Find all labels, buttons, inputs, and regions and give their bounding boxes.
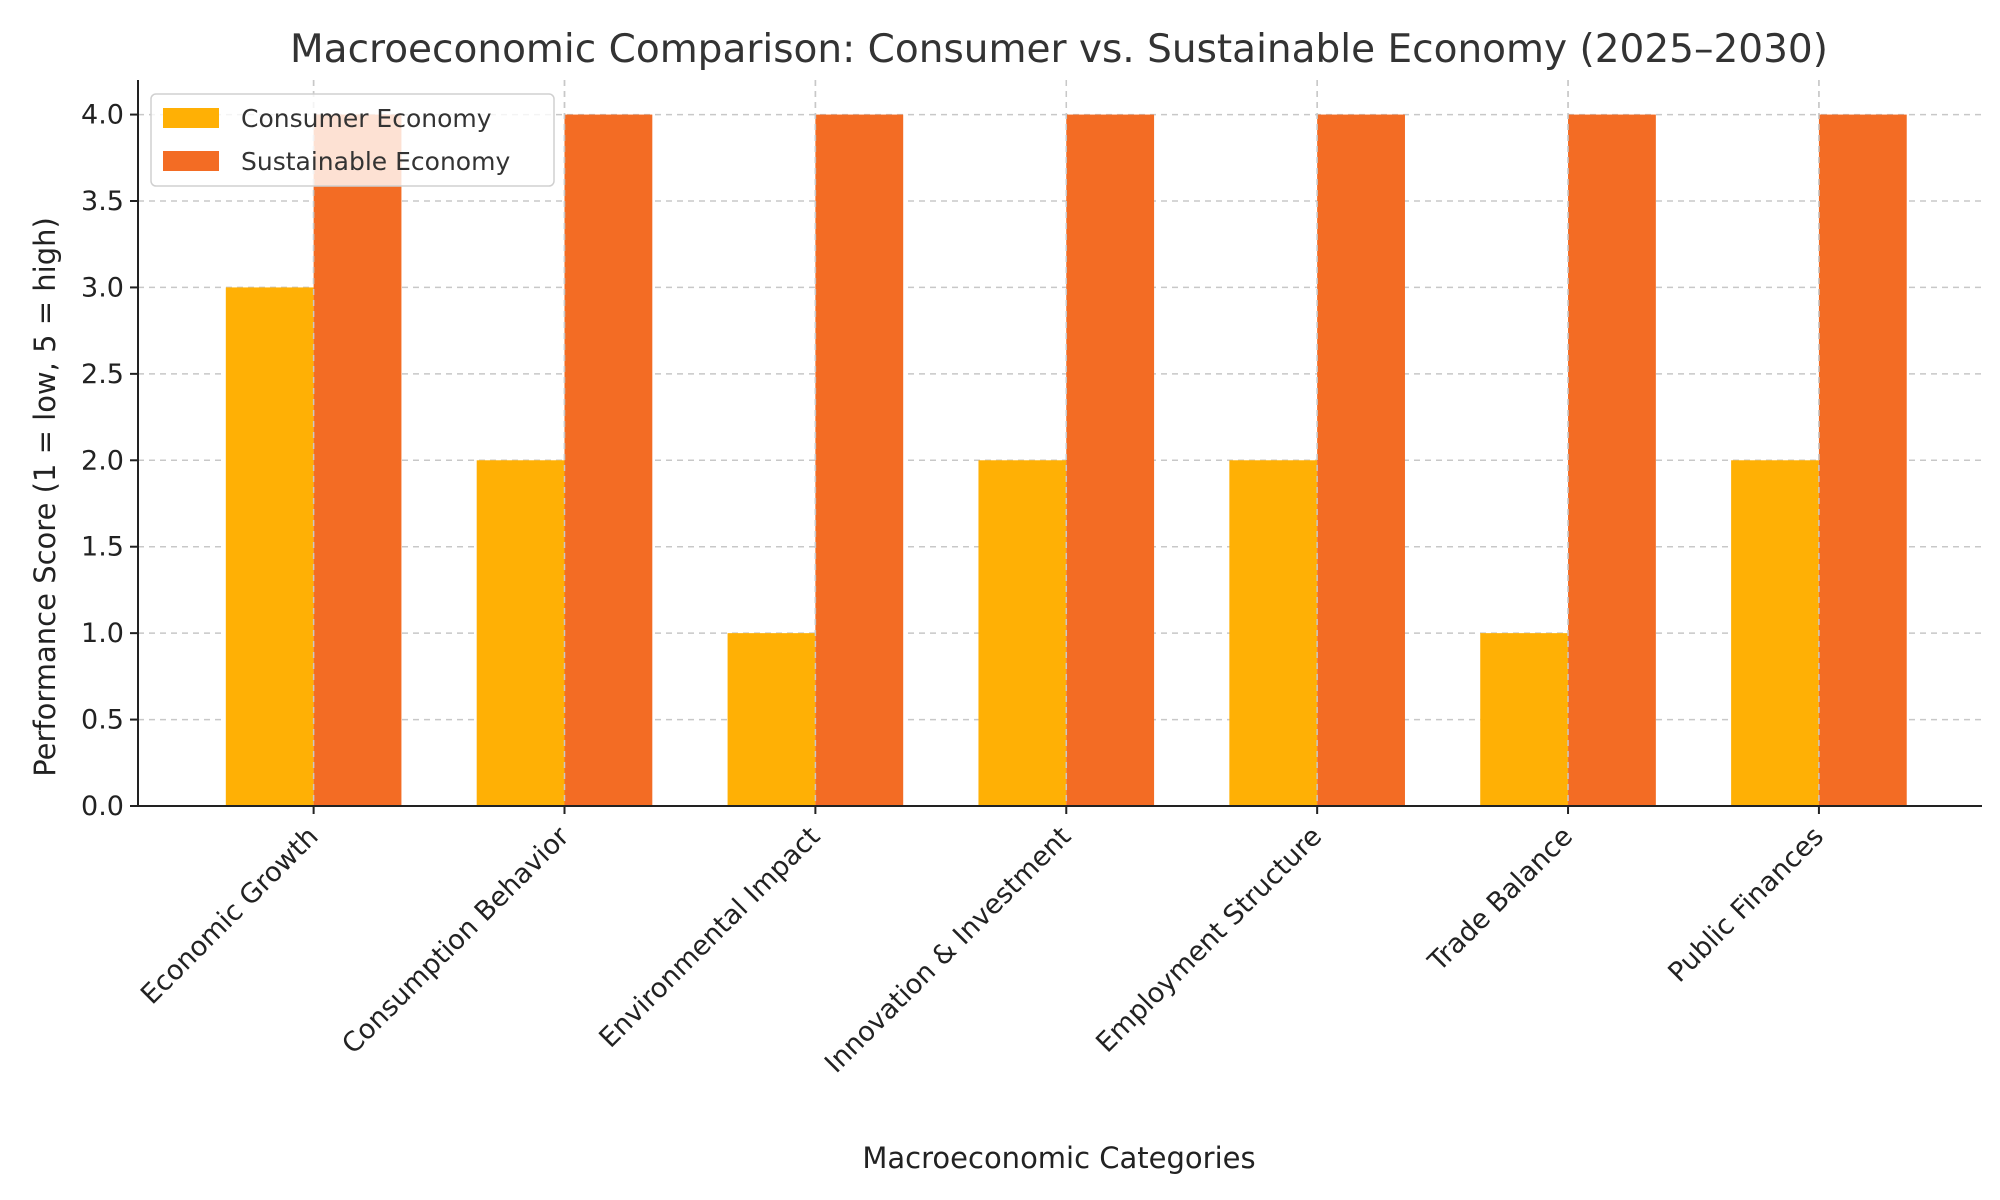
bars-layer	[225, 80, 1907, 807]
x-tick-label: Consumption Behavior	[336, 820, 576, 1060]
chart-title: Macroeconomic Comparison: Consumer vs. S…	[290, 27, 1828, 72]
y-tick-label: 1.5	[81, 532, 124, 563]
legend-swatch-1	[163, 151, 219, 171]
bar-consumer-4	[1229, 460, 1318, 806]
x-tick-label: Innovation & Investment	[819, 821, 1077, 1079]
y-tick-label: 2.5	[81, 359, 124, 390]
y-tick-label: 1.0	[81, 618, 124, 649]
legend-box	[150, 93, 555, 187]
y-tick-label: 2.0	[81, 445, 124, 476]
bar-sustainable-4	[1317, 114, 1405, 807]
bar-consumer-0	[225, 287, 314, 806]
bar-sustainable-1	[564, 114, 653, 807]
x-tick-label: Economic Growth	[135, 821, 325, 1011]
y-tick-label: 3.0	[81, 272, 124, 303]
bar-consumer-2	[727, 633, 816, 806]
x-tick-label: Trade Balance	[1422, 821, 1579, 978]
x-tick-label: Public Finances	[1662, 821, 1829, 988]
bar-consumer-3	[978, 460, 1067, 806]
bar-sustainable-5	[1568, 114, 1656, 807]
y-tick-label: 3.5	[81, 186, 124, 217]
legend: Consumer Economy Sustainable Economy	[150, 93, 555, 187]
bar-sustainable-2	[815, 114, 904, 807]
x-axis-label: Macroeconomic Categories	[862, 1141, 1255, 1175]
legend-label-1: Sustainable Economy	[241, 147, 510, 176]
bar-sustainable-3	[1066, 114, 1155, 807]
bar-sustainable-0	[313, 114, 402, 807]
legend-swatch-0	[163, 108, 219, 128]
legend-label-0: Consumer Economy	[241, 104, 492, 133]
x-tick-label: Environmental Impact	[593, 821, 826, 1054]
y-tick-label: 4.0	[81, 100, 124, 131]
y-axis-label: Performance Score (1 = low, 5 = high)	[28, 217, 62, 777]
y-tick-label: 0.5	[81, 705, 124, 736]
bar-consumer-6	[1731, 460, 1819, 806]
bar-consumer-5	[1480, 633, 1569, 806]
bar-sustainable-6	[1818, 114, 1907, 807]
y-tick-label: 0.0	[81, 791, 124, 822]
x-tick-label: Employment Structure	[1090, 821, 1328, 1059]
bar-consumer-1	[476, 460, 565, 806]
